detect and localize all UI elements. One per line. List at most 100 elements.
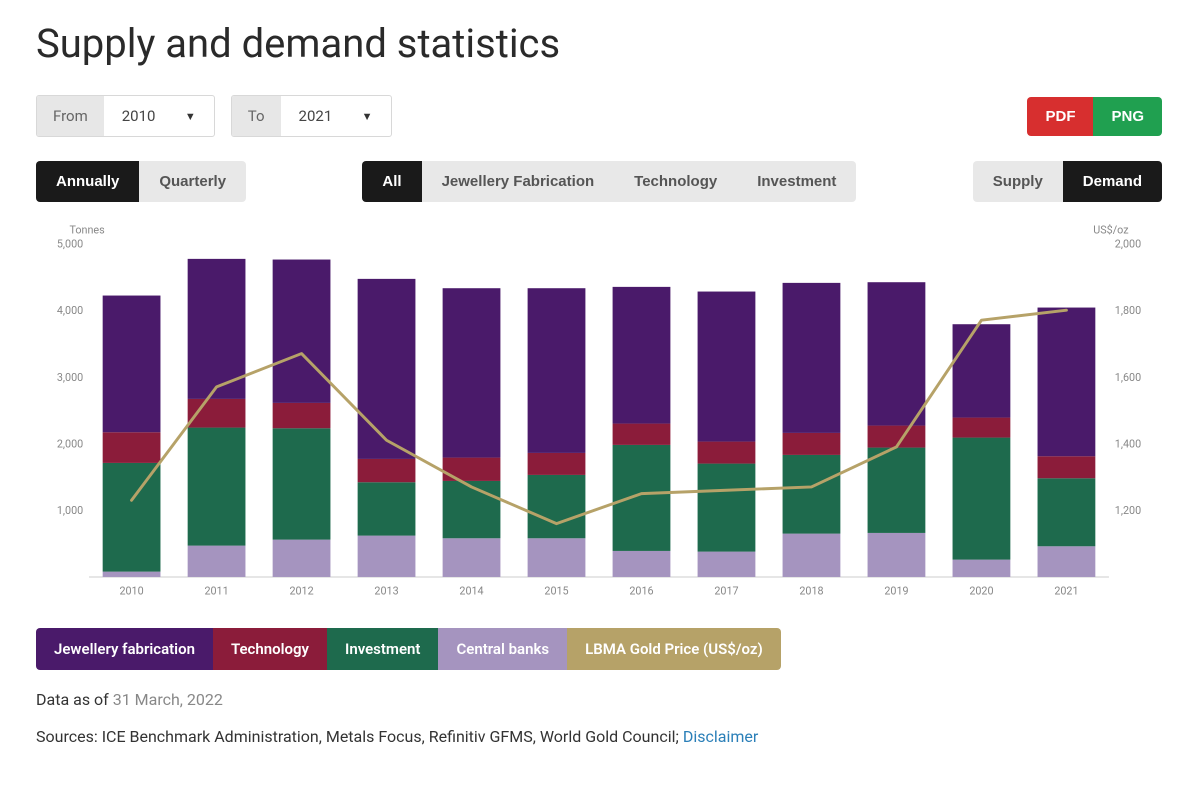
data-as-of: Data as of 31 March, 2022: [36, 690, 1162, 709]
price-line: [132, 310, 1067, 523]
bar-central_banks-2011: [188, 546, 246, 577]
bar-jewellery-2012: [273, 260, 331, 403]
svg-text:2013: 2013: [374, 585, 398, 598]
chevron-down-icon: ▼: [362, 110, 373, 123]
period-annually-button[interactable]: Annually: [36, 161, 139, 202]
bar-jewellery-2015: [528, 288, 586, 453]
from-select[interactable]: From 2010 ▼: [36, 95, 215, 137]
category-button-all[interactable]: All: [362, 161, 421, 202]
svg-text:2,000: 2,000: [1115, 237, 1141, 250]
svg-text:2017: 2017: [714, 585, 738, 598]
data-as-of-prefix: Data as of: [36, 690, 113, 709]
svg-text:1,400: 1,400: [1115, 438, 1141, 451]
bar-jewellery-2010: [103, 296, 161, 433]
bar-technology-2020: [953, 418, 1011, 438]
category-button-investment[interactable]: Investment: [737, 161, 856, 202]
bar-central_banks-2020: [953, 560, 1011, 577]
svg-text:1,000: 1,000: [57, 504, 83, 517]
bar-jewellery-2020: [953, 324, 1011, 417]
svg-text:2014: 2014: [459, 585, 483, 598]
page-title: Supply and demand statistics: [36, 20, 1162, 67]
legend-lbma-gold-price-us-oz-[interactable]: LBMA Gold Price (US$/oz): [567, 628, 781, 670]
category-button-technology[interactable]: Technology: [614, 161, 737, 202]
bar-investment-2011: [188, 428, 246, 546]
side-demand-button[interactable]: Demand: [1063, 161, 1162, 202]
svg-text:US$/oz: US$/oz: [1093, 224, 1128, 237]
side-toggle: Supply Demand: [973, 161, 1162, 202]
bar-central_banks-2016: [613, 551, 671, 577]
svg-text:2020: 2020: [969, 585, 993, 598]
bar-investment-2021: [1038, 478, 1096, 546]
period-toggle: Annually Quarterly: [36, 161, 246, 202]
bar-investment-2010: [103, 463, 161, 572]
bar-jewellery-2021: [1038, 308, 1096, 457]
period-quarterly-button[interactable]: Quarterly: [139, 161, 246, 202]
bar-jewellery-2018: [783, 283, 841, 433]
bar-jewellery-2014: [443, 288, 501, 457]
to-select[interactable]: To 2021 ▼: [231, 95, 392, 137]
bar-investment-2020: [953, 438, 1011, 560]
svg-text:2010: 2010: [119, 585, 143, 598]
bar-central_banks-2018: [783, 534, 841, 577]
svg-text:2012: 2012: [289, 585, 313, 598]
to-label: To: [232, 96, 281, 136]
export-buttons: PDF PNG: [1027, 97, 1162, 136]
bar-investment-2015: [528, 475, 586, 538]
bar-technology-2012: [273, 403, 331, 428]
bar-technology-2015: [528, 453, 586, 475]
svg-text:1,600: 1,600: [1115, 371, 1141, 384]
bar-technology-2017: [698, 442, 756, 464]
bar-investment-2018: [783, 455, 841, 534]
legend-central-banks[interactable]: Central banks: [438, 628, 567, 670]
svg-text:2,000: 2,000: [57, 438, 83, 451]
legend-investment[interactable]: Investment: [327, 628, 438, 670]
category-toggle: AllJewellery FabricationTechnologyInvest…: [362, 161, 856, 202]
legend-jewellery-fabrication[interactable]: Jewellery fabrication: [36, 628, 213, 670]
stacked-bar-chart: TonnesUS$/oz1,0002,0003,0004,0005,0001,2…: [42, 220, 1156, 604]
legend-row: Jewellery fabricationTechnologyInvestmen…: [36, 628, 1162, 670]
data-as-of-date: 31 March, 2022: [113, 690, 223, 709]
bar-jewellery-2013: [358, 279, 416, 459]
legend-technology[interactable]: Technology: [213, 628, 327, 670]
bar-central_banks-2021: [1038, 546, 1096, 577]
from-value-text: 2010: [122, 107, 156, 125]
bar-central_banks-2012: [273, 540, 331, 577]
to-value[interactable]: 2021 ▼: [281, 96, 391, 136]
svg-text:2016: 2016: [629, 585, 653, 598]
category-button-jewellery-fabrication[interactable]: Jewellery Fabrication: [422, 161, 615, 202]
date-controls: From 2010 ▼ To 2021 ▼: [36, 95, 392, 137]
svg-text:4,000: 4,000: [57, 304, 83, 317]
bar-central_banks-2017: [698, 552, 756, 577]
sources-prefix: Sources:: [36, 727, 102, 746]
bar-technology-2018: [783, 433, 841, 455]
bar-jewellery-2016: [613, 287, 671, 424]
bar-technology-2021: [1038, 456, 1096, 478]
sources-text: ICE Benchmark Administration, Metals Foc…: [102, 727, 683, 746]
bar-investment-2014: [443, 481, 501, 538]
from-value[interactable]: 2010 ▼: [104, 96, 214, 136]
bar-technology-2013: [358, 459, 416, 482]
bar-central_banks-2015: [528, 538, 586, 577]
sources-line: Sources: ICE Benchmark Administration, M…: [36, 727, 1162, 746]
bar-technology-2010: [103, 432, 161, 463]
bar-central_banks-2010: [103, 572, 161, 577]
filter-row: Annually Quarterly AllJewellery Fabricat…: [36, 161, 1162, 202]
side-supply-button[interactable]: Supply: [973, 161, 1063, 202]
svg-text:1,200: 1,200: [1115, 504, 1141, 517]
export-png-button[interactable]: PNG: [1093, 97, 1162, 136]
bar-central_banks-2013: [358, 536, 416, 577]
chevron-down-icon: ▼: [185, 110, 196, 123]
svg-text:3,000: 3,000: [57, 371, 83, 384]
bar-investment-2012: [273, 428, 331, 539]
svg-text:Tonnes: Tonnes: [69, 224, 105, 237]
bar-investment-2013: [358, 482, 416, 535]
svg-text:2019: 2019: [884, 585, 908, 598]
svg-text:2011: 2011: [204, 585, 228, 598]
to-value-text: 2021: [299, 107, 333, 125]
from-label: From: [37, 96, 104, 136]
controls-row: From 2010 ▼ To 2021 ▼ PDF PNG: [36, 95, 1162, 137]
disclaimer-link[interactable]: Disclaimer: [683, 727, 758, 746]
chart-container: TonnesUS$/oz1,0002,0003,0004,0005,0001,2…: [42, 220, 1156, 604]
export-pdf-button[interactable]: PDF: [1027, 97, 1093, 136]
bar-central_banks-2019: [868, 533, 926, 577]
